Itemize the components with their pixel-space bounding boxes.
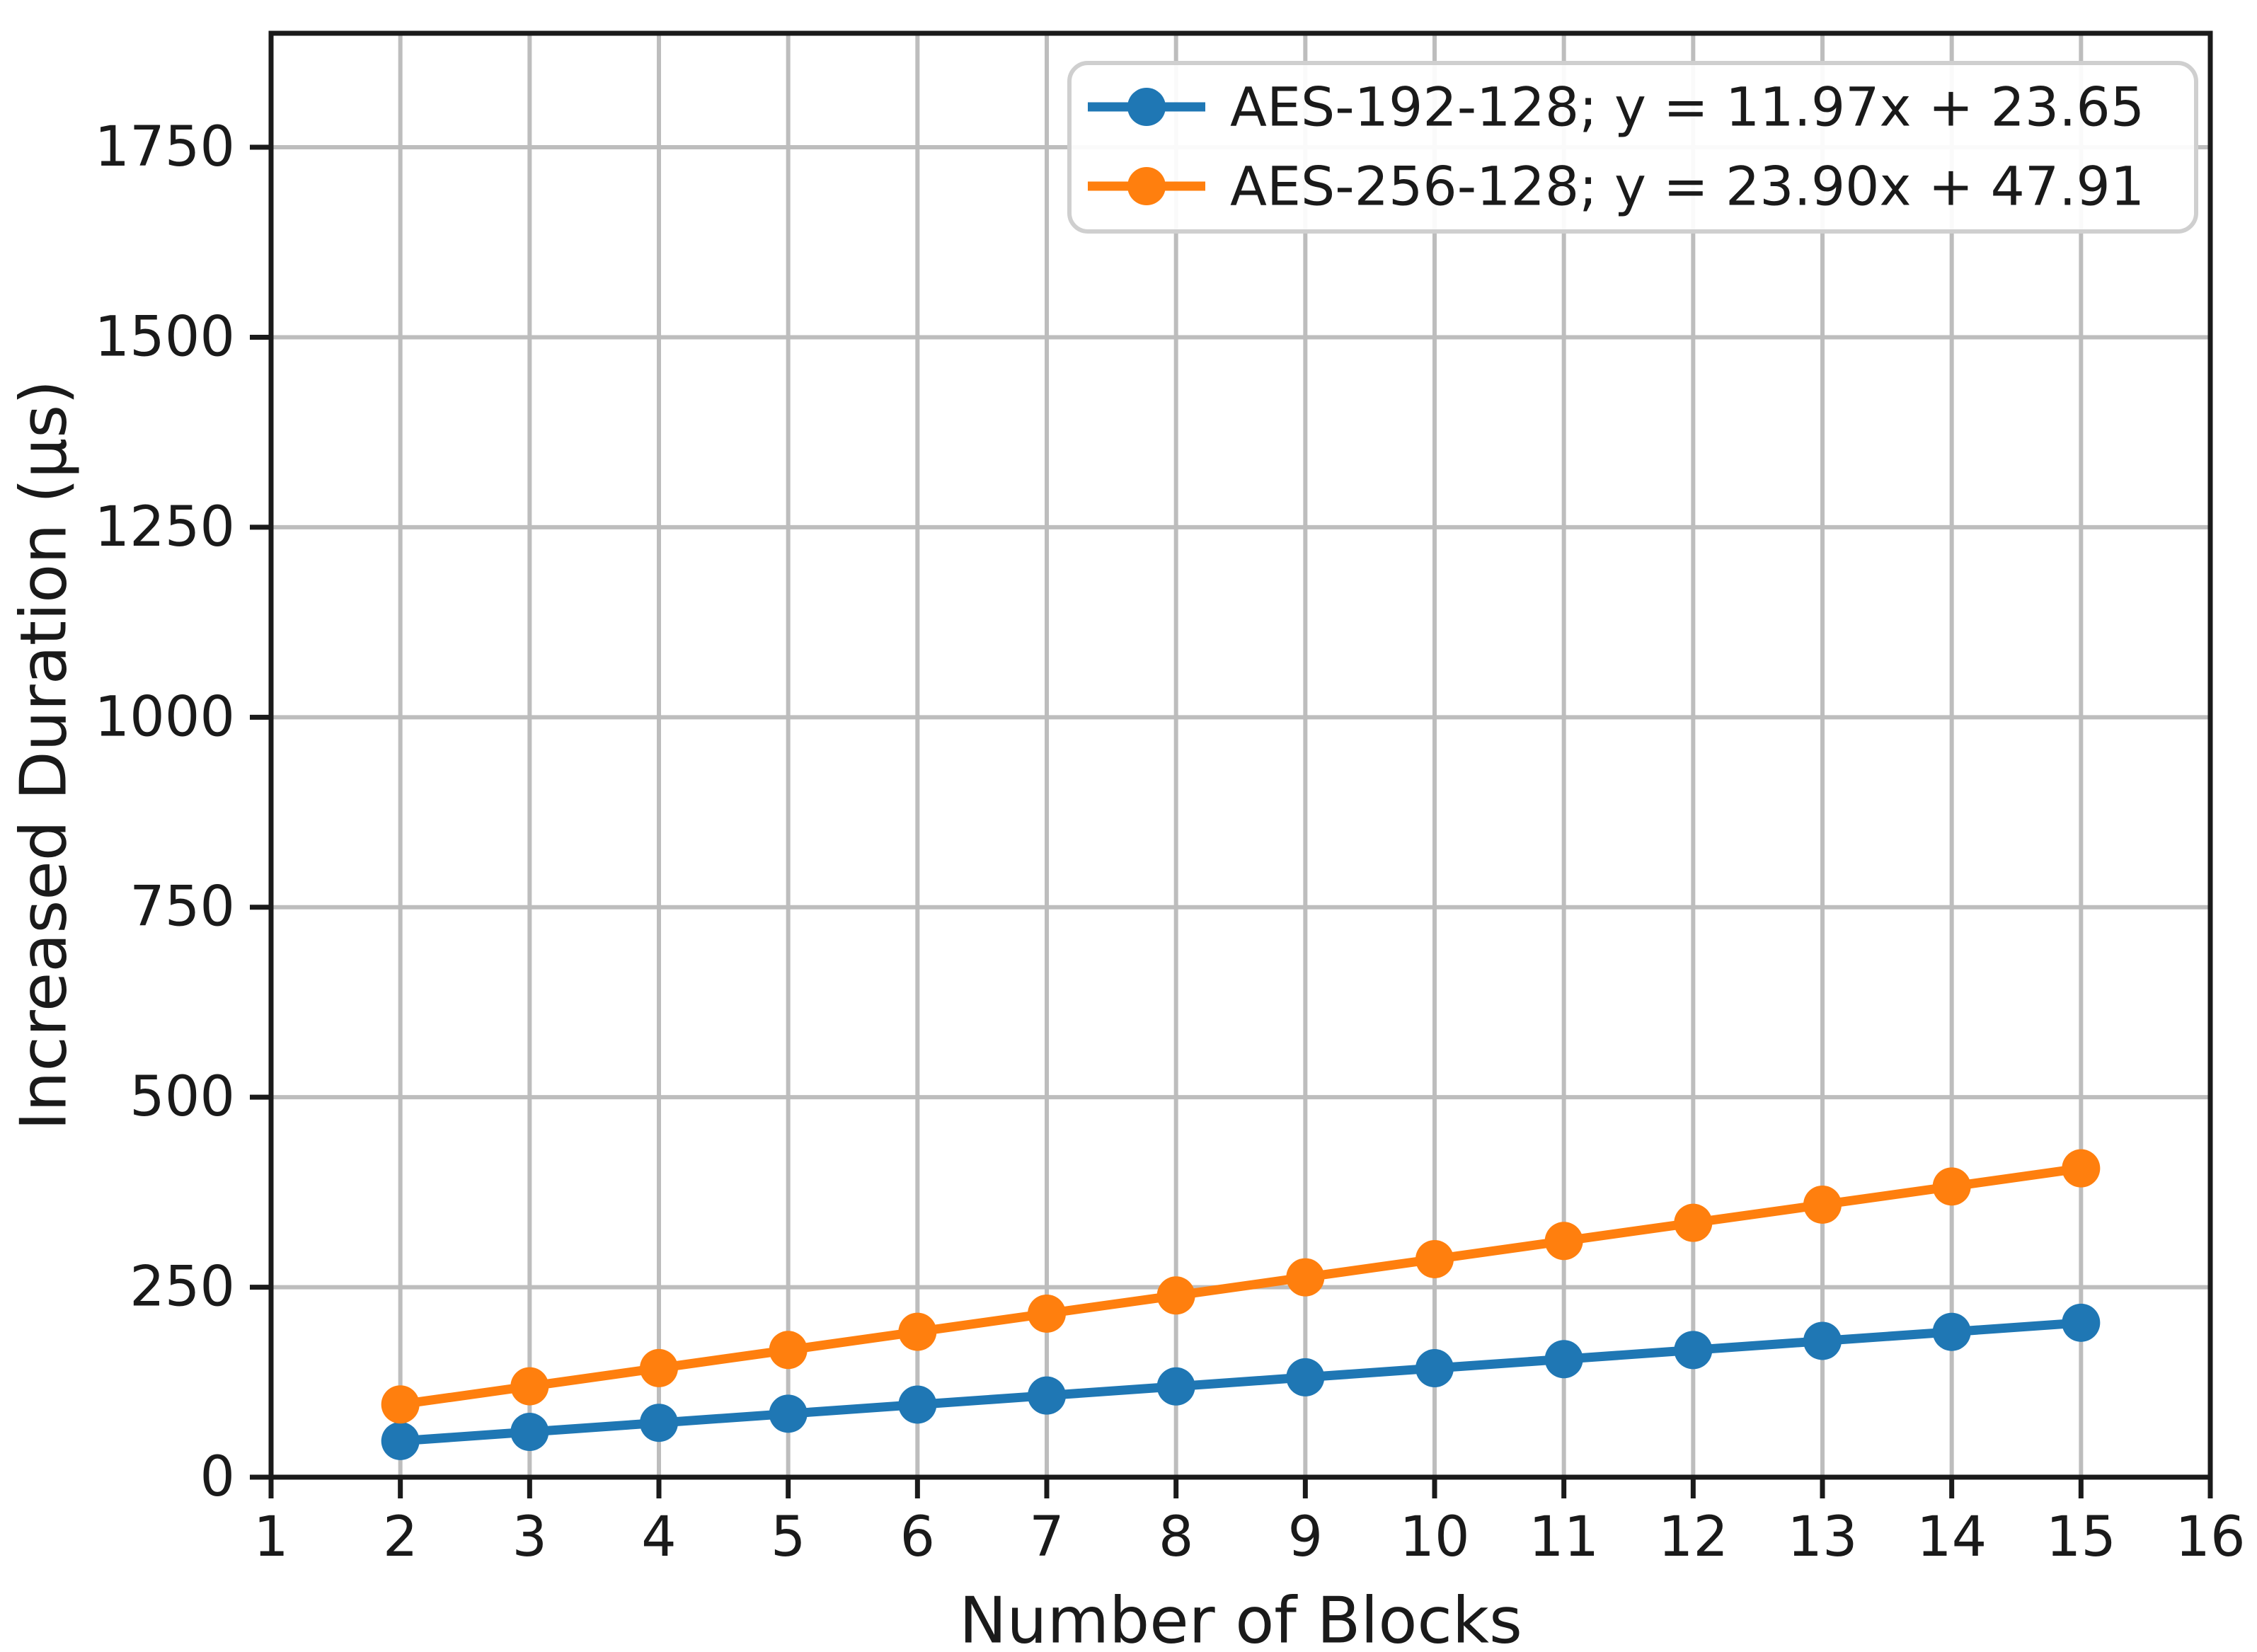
y-tick-label: 250 xyxy=(130,1256,235,1319)
data-point-aes-192-128 xyxy=(1932,1312,1971,1351)
data-point-aes-256-128 xyxy=(1286,1258,1325,1297)
data-point-aes-192-128 xyxy=(1544,1340,1583,1379)
data-point-aes-192-128 xyxy=(898,1385,937,1424)
data-point-aes-192-128 xyxy=(1028,1376,1066,1415)
legend-label: AES-256-128; y = 23.90x + 47.91 xyxy=(1230,155,2144,218)
data-point-aes-256-128 xyxy=(381,1385,420,1424)
x-axis-label: Number of Blocks xyxy=(959,1584,1522,1652)
data-point-aes-192-128 xyxy=(640,1404,678,1442)
series-line-aes-192-128 xyxy=(396,1318,2086,1446)
data-point-aes-256-128 xyxy=(1156,1276,1195,1315)
x-tick-label: 1 xyxy=(253,1505,289,1569)
legend-entry: AES-256-128; y = 23.90x + 47.91 xyxy=(1088,155,2144,218)
series-layer xyxy=(381,1149,2101,1460)
x-tick-label: 8 xyxy=(1159,1505,1194,1569)
data-point-aes-256-128 xyxy=(1544,1222,1583,1261)
y-tick-label: 1250 xyxy=(94,495,235,559)
x-tick-label: 15 xyxy=(2046,1505,2116,1569)
x-tick-label: 14 xyxy=(1917,1505,1987,1569)
data-point-aes-256-128 xyxy=(898,1312,937,1351)
data-point-aes-256-128 xyxy=(640,1348,678,1387)
x-tick-label: 7 xyxy=(1029,1505,1064,1569)
data-point-aes-192-128 xyxy=(1286,1358,1325,1396)
y-tick-label: 1750 xyxy=(94,115,235,179)
x-tick-label: 4 xyxy=(641,1505,677,1569)
x-tick-label: 5 xyxy=(771,1505,806,1569)
x-tick-label: 16 xyxy=(2175,1505,2245,1569)
x-tick-label: 6 xyxy=(900,1505,936,1569)
x-tick-label: 11 xyxy=(1529,1505,1599,1569)
legend: AES-192-128; y = 11.97x + 23.65 AES-256-… xyxy=(1067,61,2198,234)
data-point-aes-192-128 xyxy=(381,1421,420,1460)
series-line-aes-256-128 xyxy=(396,1164,2086,1409)
x-tick-label: 2 xyxy=(383,1505,418,1569)
data-point-aes-192-128 xyxy=(769,1394,808,1433)
legend-box xyxy=(1067,61,2198,234)
data-point-aes-256-128 xyxy=(1674,1203,1713,1242)
data-point-aes-192-128 xyxy=(510,1413,549,1452)
legend-sample-marker xyxy=(1127,88,1166,126)
data-point-aes-192-128 xyxy=(1674,1331,1713,1370)
y-tick-label: 0 xyxy=(200,1445,235,1509)
data-point-aes-192-128 xyxy=(1803,1321,1842,1360)
x-tick-label: 10 xyxy=(1399,1505,1469,1569)
y-axis-label: Increased Duration (μs) xyxy=(7,380,81,1131)
data-point-aes-256-128 xyxy=(1415,1239,1454,1278)
data-point-aes-192-128 xyxy=(1156,1367,1195,1406)
legend-label: AES-192-128; y = 11.97x + 23.65 xyxy=(1230,76,2144,139)
data-point-aes-256-128 xyxy=(769,1331,808,1370)
data-point-aes-192-128 xyxy=(2062,1303,2101,1342)
data-point-aes-256-128 xyxy=(510,1367,549,1406)
x-tick-label: 12 xyxy=(1658,1505,1728,1569)
tick-layer: 1 2 3 4 5 6 7 8 9 10 11 12 13 14 15 1602505007501000125… xyxy=(94,115,2245,1569)
y-tick-label: 750 xyxy=(130,876,235,939)
legend-sample-marker xyxy=(1127,167,1166,205)
y-tick-label: 1500 xyxy=(94,305,235,369)
y-tick-label: 1000 xyxy=(94,685,235,749)
data-point-aes-256-128 xyxy=(1028,1294,1066,1333)
x-tick-label: 13 xyxy=(1787,1505,1857,1569)
x-tick-label: 9 xyxy=(1288,1505,1323,1569)
legend-entry: AES-192-128; y = 11.97x + 23.65 xyxy=(1088,76,2144,139)
data-point-aes-256-128 xyxy=(1932,1167,1971,1206)
y-tick-label: 500 xyxy=(130,1065,235,1129)
plot-border xyxy=(268,30,2213,1480)
data-point-aes-256-128 xyxy=(1803,1185,1842,1224)
data-point-aes-256-128 xyxy=(2062,1149,2101,1188)
data-point-aes-192-128 xyxy=(1415,1349,1454,1388)
x-tick-label: 3 xyxy=(512,1505,548,1569)
grid-layer xyxy=(269,33,2212,1479)
